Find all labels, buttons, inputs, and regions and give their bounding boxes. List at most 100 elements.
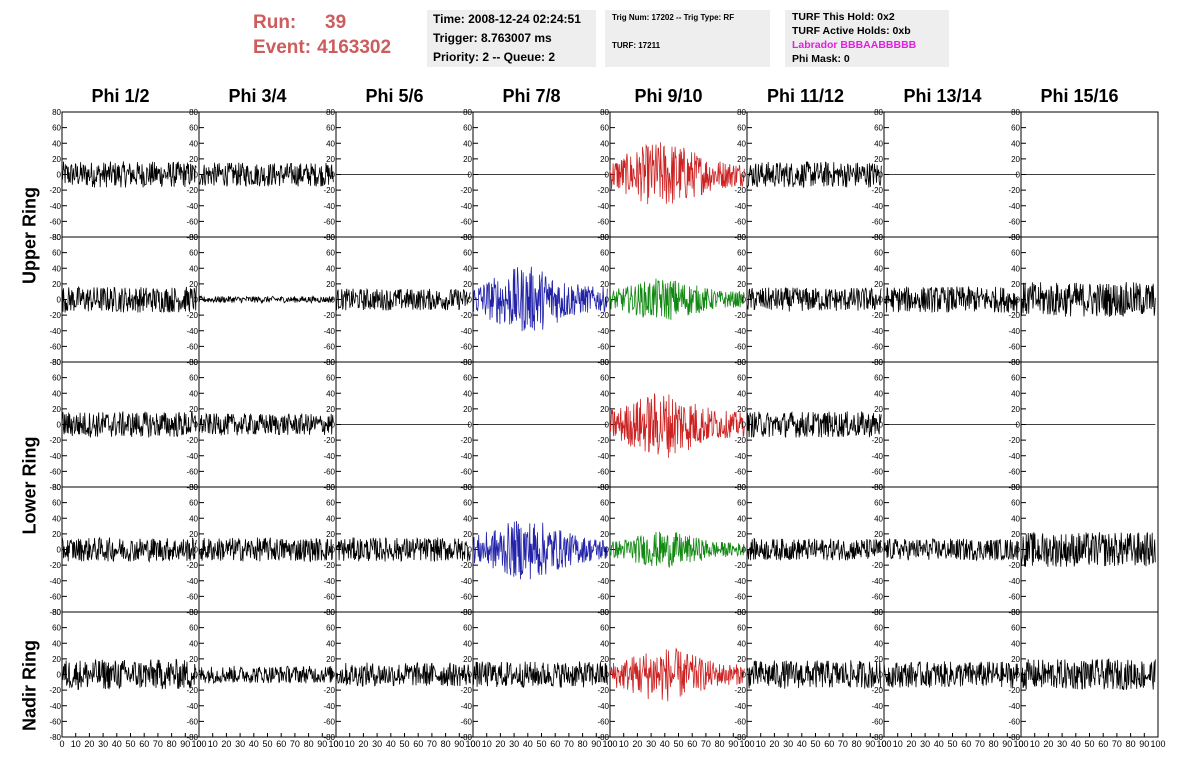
waveform-black	[1020, 532, 1156, 567]
y-tick-label: 80	[874, 483, 883, 492]
y-tick-label: -40	[1008, 452, 1020, 461]
y-tick-label: -40	[186, 202, 198, 211]
y-tick-label: 80	[1011, 608, 1020, 617]
waveform-black	[61, 658, 197, 691]
y-tick-label: 60	[1011, 249, 1020, 258]
y-tick-label: 80	[189, 108, 198, 117]
y-tick-label: 20	[1011, 280, 1020, 289]
turf-text: TURF: 17211	[612, 41, 661, 50]
x-tick-label: 100	[1013, 739, 1028, 749]
y-tick-label: -20	[460, 561, 472, 570]
x-tick-label: 30	[372, 739, 382, 749]
y-tick-label: -20	[734, 561, 746, 570]
y-tick-label: 60	[737, 249, 746, 258]
waveform-red	[609, 393, 745, 458]
trig-info-box: Trig Num: 17202 -- Trig Type: RF TURF: 1…	[605, 10, 770, 67]
y-tick-label: 20	[737, 655, 746, 664]
y-tick-label: 60	[737, 499, 746, 508]
y-tick-label: 40	[463, 389, 472, 398]
y-tick-label: 0	[468, 671, 473, 680]
x-tick-label: 90	[454, 739, 464, 749]
y-tick-label: 40	[189, 389, 198, 398]
x-tick-label: 90	[591, 739, 601, 749]
y-tick-label: -40	[597, 702, 609, 711]
x-tick-label: 70	[427, 739, 437, 749]
y-tick-label: -20	[460, 686, 472, 695]
phi-label-2: Phi 3/4	[228, 86, 287, 106]
y-tick-label: 80	[326, 108, 335, 117]
y-tick-label: -60	[460, 217, 472, 226]
y-tick-label: 40	[874, 514, 883, 523]
y-tick-label: 60	[874, 374, 883, 383]
x-tick-label: 40	[660, 739, 670, 749]
x-tick-label: 0	[1018, 739, 1023, 749]
y-tick-label: -20	[597, 311, 609, 320]
turf-active-text: TURF Active Holds: 0xb	[792, 25, 911, 37]
y-tick-label: 60	[600, 499, 609, 508]
y-tick-label: 40	[600, 514, 609, 523]
y-tick-label: 40	[737, 389, 746, 398]
waveform-green	[609, 278, 745, 320]
y-tick-label: 20	[326, 155, 335, 164]
y-tick-label: -60	[186, 467, 198, 476]
y-tick-label: -80	[186, 733, 198, 742]
y-tick-label: 80	[600, 108, 609, 117]
y-tick-label: -60	[323, 467, 335, 476]
y-tick-label: 40	[600, 639, 609, 648]
y-tick-label: -20	[49, 311, 61, 320]
y-tick-label: 80	[463, 483, 472, 492]
event-value: 4163302	[317, 37, 392, 58]
y-tick-label: 20	[463, 530, 472, 539]
waveform-black	[61, 411, 197, 438]
y-tick-label: -60	[49, 467, 61, 476]
y-tick-label: 20	[874, 655, 883, 664]
x-tick-label: 30	[1057, 739, 1067, 749]
x-tick-label: 70	[975, 739, 985, 749]
y-tick-label: -60	[1008, 592, 1020, 601]
y-tick-label: 60	[600, 374, 609, 383]
y-tick-label: 60	[52, 624, 61, 633]
y-tick-label: 40	[463, 139, 472, 148]
y-tick-label: 60	[737, 374, 746, 383]
x-tick-label: 80	[715, 739, 725, 749]
y-tick-label: 80	[52, 233, 61, 242]
y-tick-label: -40	[323, 202, 335, 211]
y-tick-label: -60	[186, 342, 198, 351]
x-tick-label: 10	[482, 739, 492, 749]
y-tick-label: 60	[874, 624, 883, 633]
y-tick-label: -60	[597, 342, 609, 351]
y-tick-label: 40	[874, 264, 883, 273]
y-tick-label: -60	[597, 217, 609, 226]
y-tick-label: 20	[463, 155, 472, 164]
y-tick-label: 40	[737, 264, 746, 273]
x-tick-label: 20	[495, 739, 505, 749]
y-tick-label: 0	[57, 171, 62, 180]
x-tick-label: 90	[317, 739, 327, 749]
y-tick-label: 20	[1011, 655, 1020, 664]
x-tick-label: 30	[646, 739, 656, 749]
y-tick-label: -20	[1008, 561, 1020, 570]
x-tick-label: 100	[876, 739, 891, 749]
y-tick-label: 40	[326, 514, 335, 523]
y-tick-label: -80	[1008, 733, 1020, 742]
x-tick-label: 20	[358, 739, 368, 749]
y-tick-label: 20	[326, 655, 335, 664]
y-tick-label: 0	[468, 296, 473, 305]
y-tick-label: 80	[189, 483, 198, 492]
x-tick-label: 0	[59, 739, 64, 749]
y-tick-label: -20	[1008, 311, 1020, 320]
y-tick-label: -60	[49, 217, 61, 226]
y-tick-label: -40	[49, 202, 61, 211]
x-tick-label: 80	[167, 739, 177, 749]
y-tick-label: -60	[734, 467, 746, 476]
y-tick-label: 60	[326, 499, 335, 508]
y-tick-label: 60	[600, 624, 609, 633]
phi-label-5: Phi 9/10	[634, 86, 703, 106]
y-tick-label: -40	[49, 577, 61, 586]
y-tick-label: 40	[52, 264, 61, 273]
y-tick-label: -60	[49, 342, 61, 351]
y-tick-label: 40	[1011, 639, 1020, 648]
x-tick-label: 80	[578, 739, 588, 749]
x-tick-label: 10	[619, 739, 629, 749]
phi-label-7: Phi 13/14	[903, 86, 982, 106]
